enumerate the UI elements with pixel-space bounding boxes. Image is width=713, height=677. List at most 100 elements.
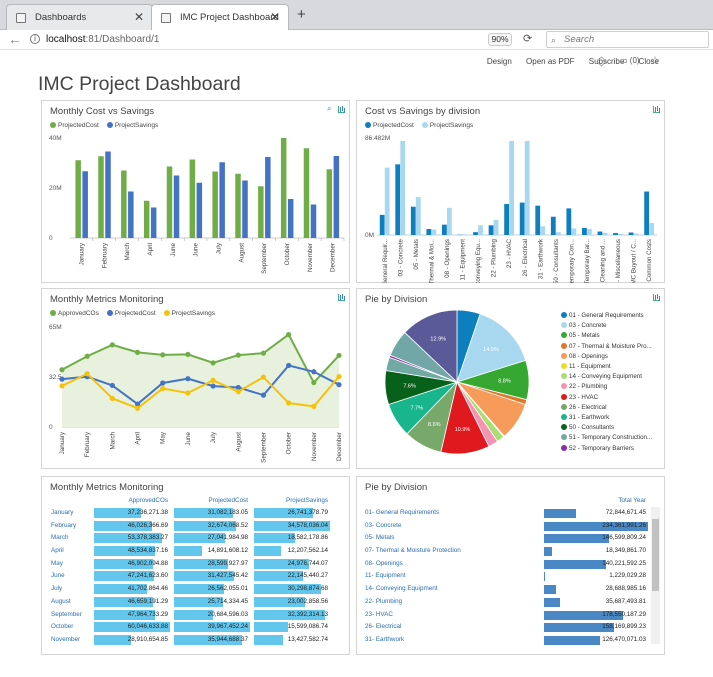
cell-value: 46,659,191.29 [127,597,168,605]
division-label: 03- Concrete [365,521,402,529]
column-header[interactable]: ProjectSavings [286,497,328,504]
division-label: 23- HVAC [365,610,393,618]
legend-label: 14 - Conveying Equipment [569,373,642,381]
design-link[interactable]: Design [486,57,512,66]
search-icon[interactable]: ⌕ [327,104,332,113]
bar [287,199,294,238]
star-icon[interactable]: ☆ [650,55,660,67]
legend-item[interactable]: ProjectSavings [106,122,158,129]
column-header[interactable]: ProjectedCost [208,497,248,504]
legend-item[interactable]: 26 - Electrical [561,403,652,413]
chart-type-icon[interactable] [338,294,345,301]
info-icon[interactable]: i [30,34,40,44]
bar [303,148,310,238]
legend-item[interactable]: ProjectedCost [50,122,99,129]
zoom-level[interactable]: 90% [488,33,512,46]
panel-metrics-table: Monthly Metrics Monitoring ApprovedCOs Pr… [41,476,350,655]
close-tab-icon[interactable]: ✕ [133,10,144,24]
value-bar [544,635,601,645]
slice-label: 14.9% [483,347,499,353]
value-bar [544,597,560,607]
x-tick-label: March [124,243,131,261]
legend-item[interactable]: ProjectedCost [365,122,414,129]
x-tick-label: 03 - Concrete [397,238,404,276]
column-header[interactable]: Total Year [618,497,646,504]
bar-cell: 15,599,086.74 [254,622,330,633]
data-point [185,376,191,382]
cell-value: 72,844,671.45 [605,509,646,516]
scrollbar[interactable] [651,507,660,644]
division-label: 05- Metals [365,534,395,542]
bar-cell: 18,582,178.86 [254,533,330,544]
legend-item[interactable]: 11 - Equipment [561,362,652,372]
bar [582,227,587,235]
bar [384,167,390,235]
chart-type-icon[interactable] [653,294,660,301]
close-tab-icon[interactable]: ✕ [269,10,280,24]
reload-icon[interactable]: ⟳ [523,33,533,45]
table-row: October 60,046,633.88 39,967,452.24 15,599,… [42,621,349,634]
bar [535,205,541,235]
legend-item[interactable]: 07 - Thermal & Moisture Pro... [561,342,652,352]
tab-imc-dashboard[interactable]: IMC Project Dashboard ✕ [151,4,289,30]
data-point [235,384,241,391]
series-line [61,372,340,410]
legend-item[interactable]: 52 - Temporary Barriers [561,444,652,454]
legend-item[interactable]: 51 - Temporary Construction... [561,433,652,443]
table-row: 26- Electrical 158,169,899.23 [357,621,664,634]
legend-item[interactable]: 08 - Openings [561,352,652,362]
table-row: July 41,702,864.46 26,562,055.01 30,298,874… [42,583,349,596]
legend-swatch [561,383,567,390]
column-header[interactable]: ApprovedCOs [128,497,168,504]
back-arrow-icon[interactable]: ← [8,31,22,47]
legend-item[interactable]: 22 - Plumbing [561,382,652,392]
panel-title: Pie by Division [365,482,428,493]
chart-type-icon[interactable] [653,106,660,113]
page-icon [16,13,26,23]
open-pdf-link[interactable]: Open as PDF [526,57,575,66]
value-bar [544,521,648,531]
legend-swatch [561,393,567,400]
legend-item[interactable]: 01 - General Requirements [561,311,652,321]
bar [478,225,483,235]
legend-item[interactable]: 31 - Earthwork [561,413,652,423]
legend-item[interactable]: ApprovedCOs [50,310,99,317]
chart-type-icon[interactable] [338,106,345,113]
legend-item[interactable]: 14 - Conveying Equipment [561,372,652,382]
comment-icon[interactable]: ▭ (0) [620,56,640,65]
subscribe-link[interactable]: Subscribe [588,57,625,66]
bar-cell: 34,578,036.04 [254,520,330,531]
legend-swatch [561,414,567,421]
bar-fill [254,558,309,569]
bar-cell: 31,427,545.42 [174,571,250,582]
x-tick-label: October [284,243,291,265]
legend-item[interactable]: 03 - Concrete [561,321,652,331]
legend-item[interactable]: ProjectSavings [421,122,473,129]
legend-swatch [50,122,56,128]
legend-item[interactable]: 50 - Consultants [561,423,652,433]
scrollbar-thumb[interactable] [652,519,659,591]
url-field[interactable]: localhost:81/Dashboard/1 [46,34,159,45]
address-bar: ← i localhost:81/Dashboard/1 90% ⟳ ⌕ Sea… [0,30,713,50]
y-bottom-label: 0M [365,232,374,239]
legend-swatch [561,363,567,370]
cell-value: 158,169,899.23 [602,623,646,631]
bar-cell: 27,041,984.98 [174,533,250,544]
panel-title: Monthly Metrics Monitoring [50,482,164,493]
bar [488,225,494,235]
bar-fill [94,533,162,544]
legend-label: 07 - Thermal & Moisture Pro... [569,342,652,350]
legend-item[interactable]: ProjectedCost [106,310,156,317]
cell-value: 32,392,314.13 [287,610,328,618]
tab-dashboards[interactable]: Dashboards ✕ [6,4,153,30]
new-tab-icon[interactable]: + [297,6,306,23]
search-input[interactable]: ⌕ Search [546,31,709,48]
data-point [185,351,191,357]
bar [128,191,134,238]
legend-item[interactable]: 05 - Metals [561,331,652,341]
bar [644,191,650,235]
table-row: 23- HVAC 178,550,187.29 [357,609,664,622]
close-link[interactable]: Close [638,57,659,66]
legend-item[interactable]: 23 - HVAC [561,393,652,403]
legend-item[interactable]: ProjectSavings [163,310,215,317]
